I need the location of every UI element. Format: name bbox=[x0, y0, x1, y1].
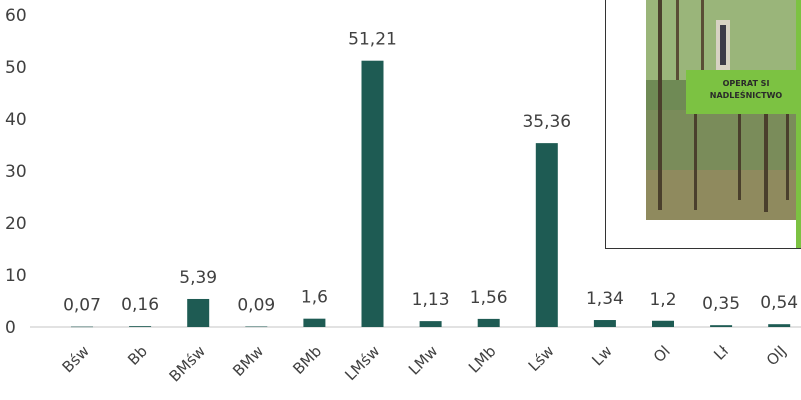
x-category-label: Ol bbox=[650, 342, 674, 366]
green-edge-stripe bbox=[796, 0, 801, 248]
bar-value-label: 5,39 bbox=[179, 268, 217, 288]
bars bbox=[71, 60, 791, 328]
x-axis-categories: Bśw Bb BMśw BMw BMb LMśw LMw LMb Lśw Lw Ol Lł OlJ bbox=[59, 342, 790, 386]
report-cover-inset: OPERAT SI NADLEŚNICTWO bbox=[605, 0, 801, 249]
x-category-label: BMb bbox=[289, 342, 325, 378]
bar-value-label: 1,6 bbox=[301, 288, 328, 308]
y-tick-label: 0 bbox=[5, 318, 16, 338]
bar-value-label: 0,35 bbox=[702, 294, 740, 314]
bar-value-label: 1,34 bbox=[586, 289, 624, 309]
x-category-label: BMw bbox=[229, 342, 267, 380]
bar bbox=[303, 318, 326, 327]
bar bbox=[71, 326, 93, 328]
y-axis: 0 10 20 30 40 50 60 bbox=[5, 6, 27, 338]
forest-photo bbox=[646, 0, 801, 220]
y-tick-label: 50 bbox=[5, 58, 27, 78]
bar bbox=[593, 320, 616, 327]
bar-value-label: 0,07 bbox=[63, 296, 101, 316]
x-category-label: Bśw bbox=[59, 342, 93, 376]
report-title-line-1: OPERAT SI bbox=[722, 79, 770, 88]
bar bbox=[187, 298, 210, 327]
bar bbox=[419, 321, 442, 327]
x-category-label: OlJ bbox=[763, 342, 790, 369]
x-category-label: Lśw bbox=[525, 342, 558, 375]
bar-value-label: 0,54 bbox=[760, 293, 798, 313]
y-tick-label: 10 bbox=[5, 266, 27, 286]
y-tick-label: 30 bbox=[5, 162, 27, 182]
y-tick-label: 40 bbox=[5, 110, 27, 130]
x-category-label: Lł bbox=[710, 342, 732, 364]
report-title-banner: OPERAT SI NADLEŚNICTWO bbox=[686, 70, 801, 114]
bar bbox=[245, 326, 268, 328]
bar-value-label: 51,21 bbox=[348, 30, 397, 50]
bar-value-label: 0,09 bbox=[237, 296, 275, 316]
x-category-label: LMśw bbox=[341, 342, 383, 384]
bar-value-label: 0,16 bbox=[121, 295, 159, 315]
bar bbox=[652, 320, 674, 327]
report-title-line-2: NADLEŚNICTWO bbox=[709, 91, 783, 100]
bar-value-label: 1,2 bbox=[649, 290, 676, 310]
bar bbox=[535, 143, 558, 327]
value-labels: 0,07 0,16 5,39 0,09 1,6 51,21 1,13 1,56 35,36 1,3… bbox=[63, 30, 798, 316]
x-category-label: Bb bbox=[124, 342, 151, 369]
x-category-label: BMśw bbox=[166, 342, 209, 385]
x-category-label: LMw bbox=[405, 342, 441, 378]
x-category-label: LMb bbox=[465, 342, 500, 377]
bar bbox=[129, 326, 152, 327]
y-tick-label: 60 bbox=[5, 6, 27, 26]
bar bbox=[710, 325, 733, 327]
bar bbox=[768, 324, 791, 327]
bar-value-label: 1,13 bbox=[412, 290, 450, 310]
bar-value-label: 1,56 bbox=[470, 288, 508, 308]
y-tick-label: 20 bbox=[5, 214, 27, 234]
bar bbox=[477, 318, 500, 327]
bar-value-label: 35,36 bbox=[522, 112, 571, 132]
x-category-label: Lw bbox=[588, 342, 615, 369]
bar bbox=[361, 60, 384, 327]
